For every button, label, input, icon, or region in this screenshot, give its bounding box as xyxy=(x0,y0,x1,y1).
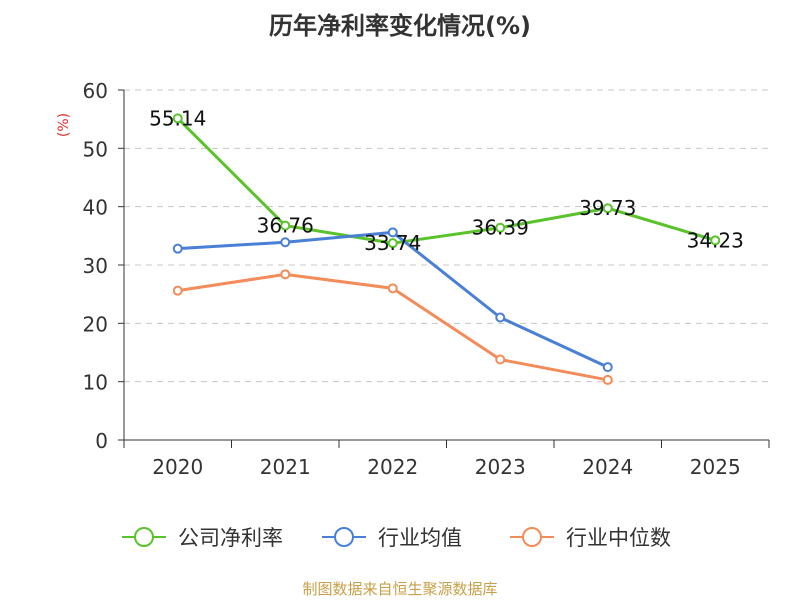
axes: 0 10 20 30 40 50 60 2020 2021 2022 2023 2024 2025 (%) xyxy=(56,79,770,479)
x-tick-label-2020: 2020 xyxy=(152,455,203,479)
x-tick-label-2024: 2024 xyxy=(582,455,633,479)
point-1-2020 xyxy=(172,243,183,254)
data-label-2020: 55.14 xyxy=(149,106,206,130)
point-0-2021 xyxy=(280,220,291,231)
legend-marker-1 xyxy=(334,527,354,547)
point-2-2022 xyxy=(387,283,398,294)
data-label-2021: 36.76 xyxy=(257,214,314,238)
y-tick-label-60: 60 xyxy=(83,79,108,103)
point-2-2023 xyxy=(495,354,506,365)
data-label-2025: 34.23 xyxy=(687,228,744,252)
point-2-2021 xyxy=(280,269,291,280)
x-tick-label-2023: 2023 xyxy=(475,455,526,479)
point-2-2024 xyxy=(602,374,613,385)
data-label-2022: 33.74 xyxy=(364,231,421,255)
y-axis-label: (%) xyxy=(56,113,72,137)
y-tick-label-20: 20 xyxy=(83,312,108,336)
point-2-2020 xyxy=(172,285,183,296)
y-tick-label-50: 50 xyxy=(83,137,108,161)
point-0-2025 xyxy=(710,235,721,246)
point-0-2024 xyxy=(602,203,613,214)
data-labels: 55.14 36.76 33.74 36.39 39.73 34.23 xyxy=(149,106,744,255)
legend-label-0: 公司净利率 xyxy=(178,526,283,550)
chart-title: 历年净利率变化情况(%) xyxy=(269,12,531,40)
y-tick-label-10: 10 xyxy=(83,371,108,395)
data-label-2024: 39.73 xyxy=(579,196,636,220)
x-tick-label-2022: 2022 xyxy=(367,455,418,479)
point-0-2023 xyxy=(495,222,506,233)
point-0-2020 xyxy=(172,113,183,124)
point-0-2022 xyxy=(387,238,398,249)
legend-marker-2 xyxy=(522,527,542,547)
point-1-2022 xyxy=(387,227,398,238)
point-1-2023 xyxy=(495,312,506,323)
source-note: 制图数据来自恒生聚源数据库 xyxy=(302,580,498,598)
legend-label-1: 行业均值 xyxy=(378,526,462,550)
legend-marker-0 xyxy=(134,527,154,547)
x-tick-label-2025: 2025 xyxy=(690,455,741,479)
y-tick-label-30: 30 xyxy=(83,254,108,278)
x-tick-label-2021: 2021 xyxy=(260,455,311,479)
series-line-0 xyxy=(176,117,716,245)
point-1-2024 xyxy=(602,362,613,373)
y-tick-label-0: 0 xyxy=(95,429,108,453)
series-group xyxy=(172,113,721,385)
legend-label-2: 行业中位数 xyxy=(566,526,671,550)
legend: 公司净利率 行业均值 行业中位数 xyxy=(122,526,671,550)
data-label-2023: 36.39 xyxy=(472,216,529,240)
y-tick-label-40: 40 xyxy=(83,196,108,220)
point-1-2021 xyxy=(280,237,291,248)
